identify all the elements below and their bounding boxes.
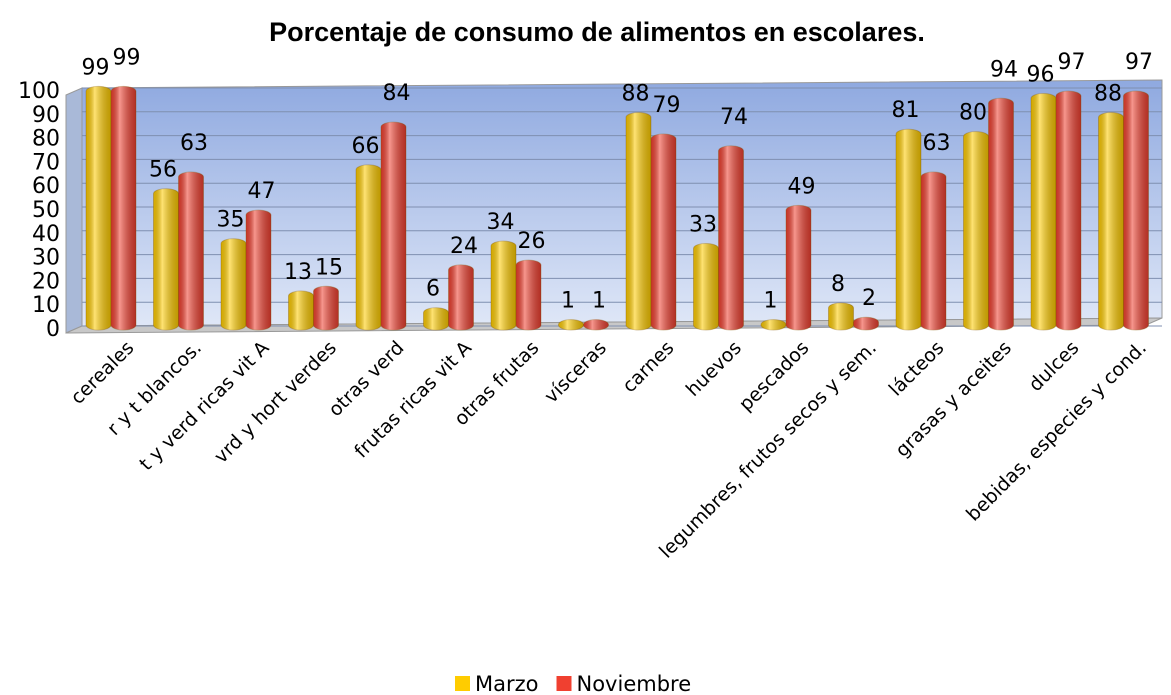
value-label: 33 — [689, 212, 717, 237]
x-tick-label: dulces — [1024, 337, 1083, 396]
y-tick-label: 70 — [32, 150, 60, 175]
y-tick-label: 100 — [18, 79, 60, 104]
bar — [490, 240, 517, 331]
y-tick-label: 40 — [32, 222, 60, 247]
value-label: 56 — [149, 158, 177, 183]
value-label: 96 — [1027, 63, 1055, 88]
value-label: 1 — [592, 289, 606, 314]
bar — [85, 85, 112, 331]
bar — [110, 85, 137, 331]
x-tick-label: huevos — [682, 337, 746, 401]
value-label: 97 — [1125, 50, 1153, 75]
bar — [1098, 112, 1124, 331]
legend-label: Marzo — [475, 672, 539, 695]
value-label: 74 — [720, 105, 748, 130]
x-tick-label: vísceras — [540, 337, 611, 408]
value-label: 88 — [622, 82, 650, 107]
value-label: 26 — [518, 229, 546, 254]
y-tick-label: 10 — [32, 293, 60, 318]
value-label: 94 — [990, 57, 1018, 82]
bar — [828, 302, 854, 331]
x-tick-label: carnes — [618, 337, 678, 397]
bar — [718, 145, 744, 331]
bar — [380, 121, 407, 331]
bar — [1055, 90, 1082, 331]
value-label: 84 — [383, 81, 411, 106]
value-label: 34 — [487, 210, 515, 235]
value-label: 63 — [180, 131, 208, 156]
y-tick-label: 0 — [46, 317, 60, 342]
x-tick-label: t y verd ricas vit A — [135, 337, 273, 475]
bar — [448, 264, 474, 331]
bar — [963, 131, 989, 331]
bar — [625, 112, 652, 331]
value-label: 81 — [892, 98, 920, 123]
bar — [988, 97, 1014, 331]
bar — [920, 171, 947, 331]
value-label: 49 — [788, 174, 816, 199]
legend-swatch — [556, 676, 572, 691]
y-tick-label: 20 — [32, 269, 60, 294]
y-tick-label: 80 — [32, 127, 60, 152]
value-label: 24 — [450, 234, 478, 259]
x-tick-label: vrd y hort verdes — [210, 337, 341, 468]
y-tick-label: 60 — [32, 174, 60, 199]
chart-title: Porcentaje de consumo de alimentos en es… — [269, 17, 925, 47]
value-label: 6 — [426, 277, 440, 302]
bar — [245, 209, 272, 331]
value-label: 66 — [352, 134, 380, 159]
value-label: 1 — [764, 289, 778, 314]
value-label: 15 — [315, 255, 343, 280]
value-label: 1 — [561, 289, 575, 314]
bar — [178, 171, 204, 331]
value-label: 99 — [113, 45, 141, 70]
x-tick-label: frutas ricas vit A — [350, 337, 476, 463]
bar — [895, 128, 922, 331]
bar — [1123, 90, 1149, 331]
bar — [785, 204, 812, 331]
value-label: 47 — [248, 179, 276, 204]
bar — [355, 164, 382, 331]
y-tick-label: 50 — [32, 198, 60, 223]
x-tick-label: cereales — [66, 337, 138, 409]
bar — [313, 285, 339, 331]
value-label: 8 — [831, 272, 845, 297]
bar — [288, 290, 314, 331]
value-label: 79 — [653, 93, 681, 118]
value-label: 63 — [923, 131, 951, 156]
bar — [583, 319, 609, 331]
x-tick-label: lácteos — [885, 337, 949, 401]
bar — [515, 259, 542, 331]
bar — [1030, 93, 1057, 331]
y-tick-label: 30 — [32, 246, 60, 271]
bar — [423, 307, 449, 331]
value-label: 13 — [284, 260, 312, 285]
bar — [853, 316, 879, 331]
value-label: 80 — [959, 101, 987, 126]
y-tick-label: 90 — [32, 103, 60, 128]
x-tick-label: grasas y aceites — [891, 337, 1016, 462]
value-label: 99 — [82, 55, 110, 80]
legend-label: Noviembre — [577, 672, 692, 695]
value-label: 88 — [1094, 82, 1122, 107]
legend-swatch — [455, 676, 470, 691]
bar — [558, 319, 584, 331]
bar — [153, 188, 179, 331]
value-label: 35 — [217, 208, 245, 233]
side-wall — [65, 87, 83, 334]
bar — [693, 242, 719, 331]
value-label: 2 — [862, 286, 876, 311]
bar — [760, 319, 787, 331]
bar — [220, 238, 247, 331]
value-label: 97 — [1058, 50, 1086, 75]
bar — [650, 133, 677, 331]
